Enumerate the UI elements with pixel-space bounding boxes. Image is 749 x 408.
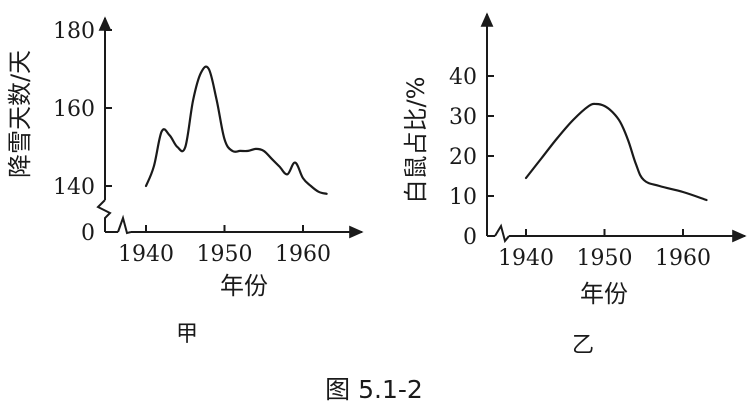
y-tick-label: 160 [53,97,95,122]
x-tick-label: 1940 [498,246,554,271]
yi-y-ticks: 0 10 20 30 40 [449,65,494,250]
yi-x-axis-title: 年份 [580,280,628,308]
jia-x-ticks: 1940 1950 1960 [118,225,331,267]
x-tick-label: 1960 [275,242,331,267]
jia-x-axis-title: 年份 [220,272,268,300]
jia-series-line [144,65,328,195]
chart-yi: 0 10 20 30 40 1940 1950 1960 白鼠占比/% 年份 乙 [402,12,747,358]
yi-y-axis-title: 白鼠占比/% [402,77,430,204]
y-tick-label: 30 [449,105,477,130]
y-tick-label: 0 [463,225,477,250]
y-tick-label: 0 [81,221,95,246]
chart-jia: 0 140 160 180 1940 1950 1960 降雪天数/天 年份 甲 [6,16,364,347]
yi-panel-label: 乙 [572,333,594,358]
x-tick-label: 1950 [577,246,633,271]
x-tick-label: 1960 [655,246,711,271]
x-tick-label: 1940 [118,242,174,267]
yi-series-line [524,102,708,202]
jia-y-axis-title: 降雪天数/天 [6,50,34,178]
x-tick-label: 1950 [197,242,253,267]
yi-x-ticks: 1940 1950 1960 [498,229,711,271]
jia-y-ticks: 0 140 160 180 [53,19,112,246]
y-tick-label: 20 [449,145,477,170]
y-tick-label: 10 [449,185,477,210]
yi-x-axis-break [494,223,510,244]
jia-y-axis-break [96,199,112,232]
y-tick-label: 140 [53,175,95,200]
figure-caption: 图 5.1-2 [325,375,423,404]
jia-x-axis-break [117,214,132,235]
y-tick-label: 180 [53,19,95,44]
jia-panel-label: 甲 [176,322,198,347]
y-tick-label: 40 [449,65,477,90]
